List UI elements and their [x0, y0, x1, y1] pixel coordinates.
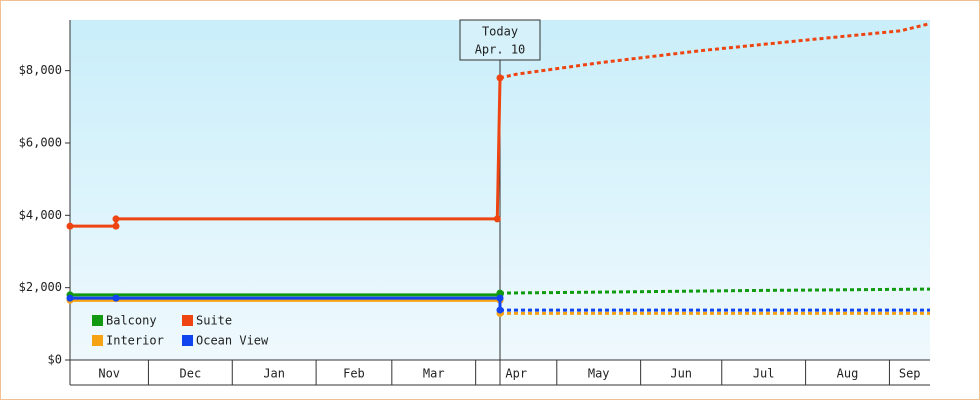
today-box: [459, 19, 541, 61]
point: [496, 294, 504, 302]
legend-swatch: [182, 335, 193, 346]
legend-label: Ocean View: [196, 334, 269, 348]
x-tick-label: Jul: [753, 367, 775, 381]
legend-swatch: [92, 315, 103, 326]
legend-label: Balcony: [106, 314, 157, 328]
y-tick-label: $8,000: [19, 63, 62, 77]
point: [496, 306, 504, 314]
point: [112, 222, 120, 230]
point: [496, 289, 504, 297]
legend-swatch: [92, 335, 103, 346]
forecast-line: [499, 287, 931, 295]
point: [66, 222, 74, 230]
point: [496, 74, 504, 82]
x-tick-label: May: [588, 367, 610, 381]
series-line: [70, 296, 502, 311]
x-tick-label: Dec: [180, 367, 202, 381]
legend-label: Suite: [196, 314, 232, 328]
forecast-line: [499, 22, 931, 80]
point: [112, 215, 120, 223]
x-tick-label: Feb: [343, 367, 365, 381]
y-tick-label: $2,000: [19, 280, 62, 294]
today-date: Apr. 10: [475, 43, 526, 57]
point: [66, 294, 74, 302]
legend-swatch: [182, 315, 193, 326]
x-tick-label: Nov: [98, 367, 120, 381]
x-tick-label: Aug: [837, 367, 859, 381]
today-label: Today: [482, 25, 518, 39]
x-tick-label: Jan: [263, 367, 285, 381]
point: [493, 215, 501, 223]
x-tick-label: Sep: [899, 367, 921, 381]
point: [112, 294, 120, 302]
x-tick-label: Jun: [670, 367, 692, 381]
y-tick-label: $6,000: [19, 135, 62, 149]
x-tick-label: Mar: [423, 367, 445, 381]
x-tick-label: Apr: [505, 367, 527, 381]
legend-label: Interior: [106, 334, 164, 348]
y-tick-label: $4,000: [19, 208, 62, 222]
y-tick-label: $0: [48, 353, 62, 367]
